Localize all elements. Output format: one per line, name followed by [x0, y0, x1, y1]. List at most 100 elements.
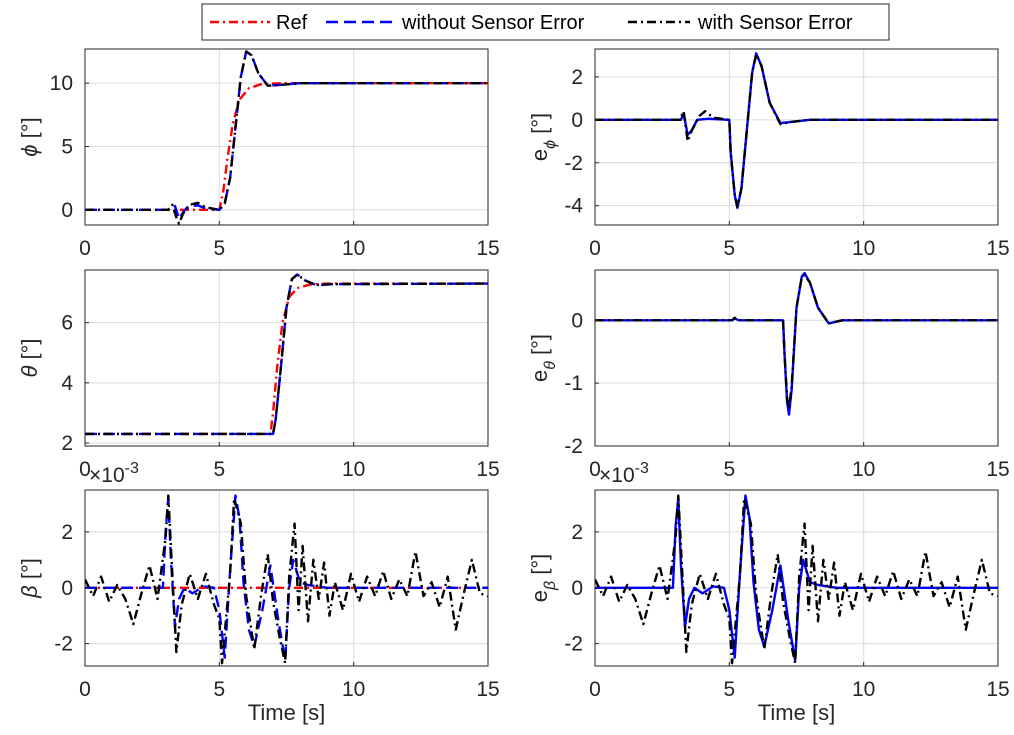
y-tick-label: 2: [61, 521, 73, 544]
x-tick-label: 15: [986, 458, 1009, 481]
y-axis-label-symbol: e: [527, 590, 552, 602]
y-axis-label-unit: [°]: [527, 554, 552, 581]
axes-frame: [84, 48, 489, 226]
series-line-with-sensor-error: [85, 494, 488, 665]
y-tick-label: 5: [61, 135, 73, 158]
y-tick-label: 6: [61, 312, 73, 335]
x-tick-label: 10: [342, 237, 365, 260]
y-tick-label: -4: [564, 195, 583, 218]
x-tick-label: 5: [723, 237, 735, 260]
y-axis-label-unit: [°]: [527, 113, 552, 140]
axes-background: [84, 48, 489, 226]
y-tick-label: 2: [61, 432, 73, 455]
x-tick-label: 15: [476, 678, 499, 701]
subplot-3: 0 5 10 15 2 4 6 θ [°]: [17, 269, 500, 481]
y-axis-label: eϕ [°]: [527, 113, 559, 161]
y-axis-label: ϕ [°]: [17, 117, 42, 156]
x-tick-label: 0: [589, 237, 601, 260]
y-axis-label: θ [°]: [17, 338, 42, 377]
y-tick-label: 0: [571, 109, 583, 132]
x-tick-label: 5: [723, 458, 735, 481]
y-axis-exponent: ×10-3: [89, 460, 139, 487]
y-axis-label-unit: [°]: [527, 334, 552, 361]
y-tick-label: 10: [50, 72, 73, 95]
axes-frame: [594, 489, 999, 667]
x-tick-label: 5: [213, 678, 225, 701]
y-tick-label: 0: [571, 577, 583, 600]
axes-frame: [84, 269, 489, 447]
legend-label-without-sensor-error: without Sensor Error: [401, 12, 585, 34]
axes-background: [594, 48, 999, 226]
y-tick-label: 2: [571, 521, 583, 544]
y-tick-label: -2: [564, 633, 583, 656]
series-line-without-sensor-error: [595, 271, 998, 416]
axes-background: [84, 269, 489, 447]
y-axis-label-symbol: θ: [17, 366, 42, 378]
x-tick-label: 5: [723, 678, 735, 701]
y-tick-label: -2: [564, 435, 583, 458]
y-axis-label-unit: [°]: [17, 338, 42, 365]
y-tick-label: 2: [571, 66, 583, 89]
y-axis-label-symbol: e: [527, 149, 552, 161]
legend: Ref without Sensor Error with Sensor Err…: [201, 3, 890, 41]
y-tick-label: 0: [61, 577, 73, 600]
y-axis-label-unit: [°]: [17, 117, 42, 144]
y-axis-label: β [°]: [17, 558, 42, 599]
subplot-5: 0 5 10 15 -2 0 2 β [°] Time [s] ×10-3: [17, 460, 500, 725]
y-axis-exponent-base: ×10: [599, 464, 635, 487]
series-line-with-sensor-error: [595, 53, 998, 208]
y-axis-label-unit: [°]: [17, 558, 42, 585]
x-axis-label: Time [s]: [248, 700, 325, 725]
series-line-with-sensor-error: [595, 494, 998, 665]
y-tick-label: 0: [571, 309, 583, 332]
axes-background: [594, 269, 999, 447]
series-line-with-sensor-error: [85, 50, 488, 225]
x-tick-label: 10: [852, 237, 875, 260]
x-tick-label: 15: [476, 458, 499, 481]
y-tick-label: 0: [61, 199, 73, 222]
x-tick-label: 10: [852, 458, 875, 481]
y-axis-label: eθ [°]: [527, 334, 559, 382]
x-tick-label: 15: [986, 237, 1009, 260]
x-tick-label: 10: [342, 678, 365, 701]
x-tick-label: 0: [589, 678, 601, 701]
y-tick-label: -1: [564, 372, 583, 395]
y-axis-label-symbol: ϕ: [17, 144, 42, 156]
subplot-6: 0 5 10 15 -2 0 2 eβ [°] Time [s] ×10-3: [527, 460, 1010, 725]
y-axis-exponent-power: -3: [125, 460, 139, 477]
y-tick-label: -2: [54, 633, 73, 656]
y-tick-label: 4: [61, 372, 73, 395]
y-axis-label-subscript: ϕ: [542, 140, 559, 149]
y-axis-label: eβ [°]: [527, 554, 559, 603]
y-axis-label-subscript: β: [542, 581, 559, 591]
x-tick-label: 0: [79, 678, 91, 701]
y-tick-label: -2: [564, 152, 583, 175]
legend-label-ref: Ref: [276, 12, 308, 34]
y-axis-exponent-base: ×10: [89, 464, 125, 487]
x-tick-label: 0: [79, 237, 91, 260]
x-tick-label: 15: [986, 678, 1009, 701]
series-line-with-sensor-error: [85, 273, 488, 436]
legend-box: [201, 3, 890, 41]
x-tick-label: 5: [213, 458, 225, 481]
legend-label-with-sensor-error: with Sensor Error: [697, 12, 853, 34]
subplot-2: 0 5 10 15 -4 -2 0 2 eϕ [°]: [527, 48, 1010, 260]
axes-frame: [84, 489, 489, 667]
x-tick-label: 0: [79, 458, 91, 481]
axes-frame: [594, 269, 999, 447]
subplot-1: 0 5 10 15 0 5 10 ϕ [°]: [17, 48, 500, 260]
x-axis-label: Time [s]: [758, 700, 835, 725]
x-tick-label: 10: [342, 458, 365, 481]
y-axis-exponent: ×10-3: [599, 460, 649, 487]
x-tick-label: 5: [213, 237, 225, 260]
x-tick-label: 15: [476, 237, 499, 260]
y-axis-label-subscript: θ: [542, 361, 559, 370]
y-axis-label-symbol: e: [527, 370, 552, 382]
y-axis-label-symbol: β: [17, 585, 42, 599]
x-tick-label: 0: [589, 458, 601, 481]
subplot-4: 0 5 10 15 -2 -1 0 eθ [°]: [527, 269, 1010, 481]
axes-frame: [594, 48, 999, 226]
series-line-without-sensor-error: [85, 494, 488, 662]
